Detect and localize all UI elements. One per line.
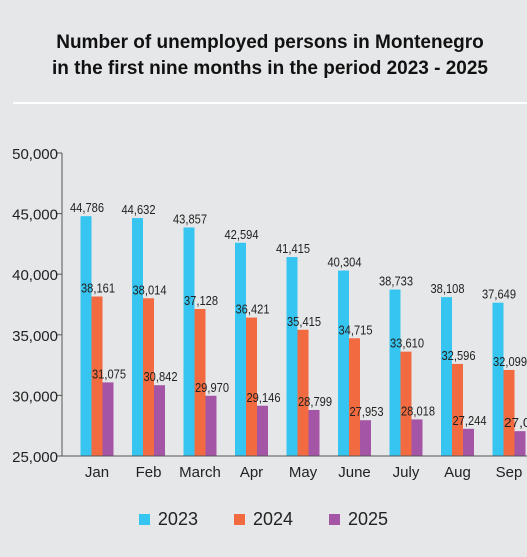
chart-title-line-1: Number of unemployed persons in Monteneg… <box>56 32 484 53</box>
bar-2024-march <box>194 309 206 456</box>
bar-2024-aug <box>452 363 463 456</box>
data-label-2024-sep: 32,099 <box>493 354 527 369</box>
data-label-2023-jan: 44,786 <box>70 200 104 215</box>
bar-2023-sep <box>492 302 504 456</box>
data-label-2023-sep: 37,649 <box>482 287 516 302</box>
bar-2023-aug <box>441 297 452 456</box>
data-label-2024-aug: 32,596 <box>442 348 476 363</box>
legend: 2023 2024 2025 <box>0 506 527 532</box>
y-tick-label: 40,000 <box>12 267 58 284</box>
y-tick-label: 45,000 <box>12 207 58 224</box>
legend-item-2025: 2025 <box>329 509 388 530</box>
data-label-2024-june: 34,715 <box>339 322 373 337</box>
data-label-2023-march: 43,857 <box>173 211 207 226</box>
data-label-2023-apr: 42,594 <box>225 227 259 242</box>
data-label-2025-jan: 31,075 <box>92 366 126 381</box>
data-label-2023-june: 40,304 <box>328 255 362 270</box>
y-tick-label: 35,000 <box>12 328 58 345</box>
data-label-2024-jan: 38,161 <box>81 280 115 295</box>
data-label-2024-apr: 36,421 <box>236 302 270 317</box>
y-tick-label: 50,000 <box>12 146 58 163</box>
y-tick-label: 30,000 <box>12 388 58 405</box>
data-label-2025-aug: 27,244 <box>453 413 487 428</box>
chart-title-line-2: in the first nine months in the period 2… <box>51 58 489 79</box>
data-label-2024-may: 35,415 <box>287 314 321 329</box>
bar-2024-july <box>400 351 412 456</box>
data-label-2023-july: 38,733 <box>379 274 413 289</box>
bar-2024-june <box>349 338 360 456</box>
data-label-2025-feb: 30,842 <box>144 369 178 384</box>
bar-2025-feb <box>154 385 165 456</box>
data-label-2023-feb: 44,632 <box>122 202 156 217</box>
data-label-2025-may: 28,799 <box>298 394 332 409</box>
data-label-2025-apr: 29,146 <box>247 390 281 405</box>
data-label-2025-sep: 27,05 <box>504 415 527 430</box>
x-tick-label: May <box>289 464 318 481</box>
legend-label-2023: 2023 <box>157 508 198 529</box>
bar-2024-apr <box>246 317 257 456</box>
bar-2024-sep <box>503 369 515 456</box>
bar-2023-june <box>338 270 349 456</box>
chart-title: Number of unemployed persons in Monteneg… <box>13 30 527 82</box>
bar-2025-june <box>360 420 371 456</box>
legend-label-2024: 2024 <box>252 508 294 529</box>
bar-2025-sep <box>514 431 526 456</box>
legend-label-2025: 2025 <box>348 508 389 529</box>
x-tick-label: Sep <box>496 464 523 481</box>
x-tick-label: June <box>338 464 371 481</box>
bar-2025-aug <box>463 428 474 456</box>
x-tick-label: July <box>393 464 420 481</box>
x-tick-label: Jan <box>85 464 109 481</box>
legend-swatch-2023 <box>138 513 150 525</box>
data-label-2023-aug: 38,108 <box>431 281 465 296</box>
bar-2025-may <box>308 409 320 456</box>
data-label-2025-june: 27,953 <box>350 404 384 419</box>
bar-2023-jan <box>80 216 92 456</box>
bar-2025-july <box>411 419 423 456</box>
bar-2025-march <box>205 395 217 456</box>
bar-2025-jan <box>102 382 114 456</box>
legend-item-2023: 2023 <box>138 508 198 530</box>
data-label-2024-march: 37,128 <box>184 293 218 308</box>
x-tick-label: Aug <box>444 464 471 481</box>
bar-2024-feb <box>143 298 154 456</box>
y-tick-label: 25,000 <box>12 449 58 466</box>
bar-2023-march <box>183 227 195 456</box>
x-tick-label: Feb <box>136 464 162 481</box>
bar-2023-apr <box>235 242 246 456</box>
bar-2025-apr <box>257 405 268 456</box>
data-label-2025-july: 28,018 <box>401 403 435 418</box>
data-label-2025-march: 29,970 <box>195 380 229 395</box>
data-label-2023-may: 41,415 <box>276 241 310 256</box>
data-label-2024-feb: 38,014 <box>133 282 167 297</box>
bar-2024-jan <box>91 296 103 456</box>
bar-2024-may <box>297 329 309 456</box>
x-tick-label: March <box>179 464 221 481</box>
legend-swatch-2025 <box>329 513 341 525</box>
data-label-2024-july: 33,610 <box>390 336 424 351</box>
x-tick-label: Apr <box>240 464 263 481</box>
legend-swatch-2024 <box>233 513 245 525</box>
legend-item-2024: 2024 <box>233 508 294 530</box>
title-band <box>13 10 527 104</box>
bar-2023-feb <box>132 218 143 456</box>
bar-2023-may <box>286 257 298 456</box>
bar-2023-july <box>389 289 401 456</box>
